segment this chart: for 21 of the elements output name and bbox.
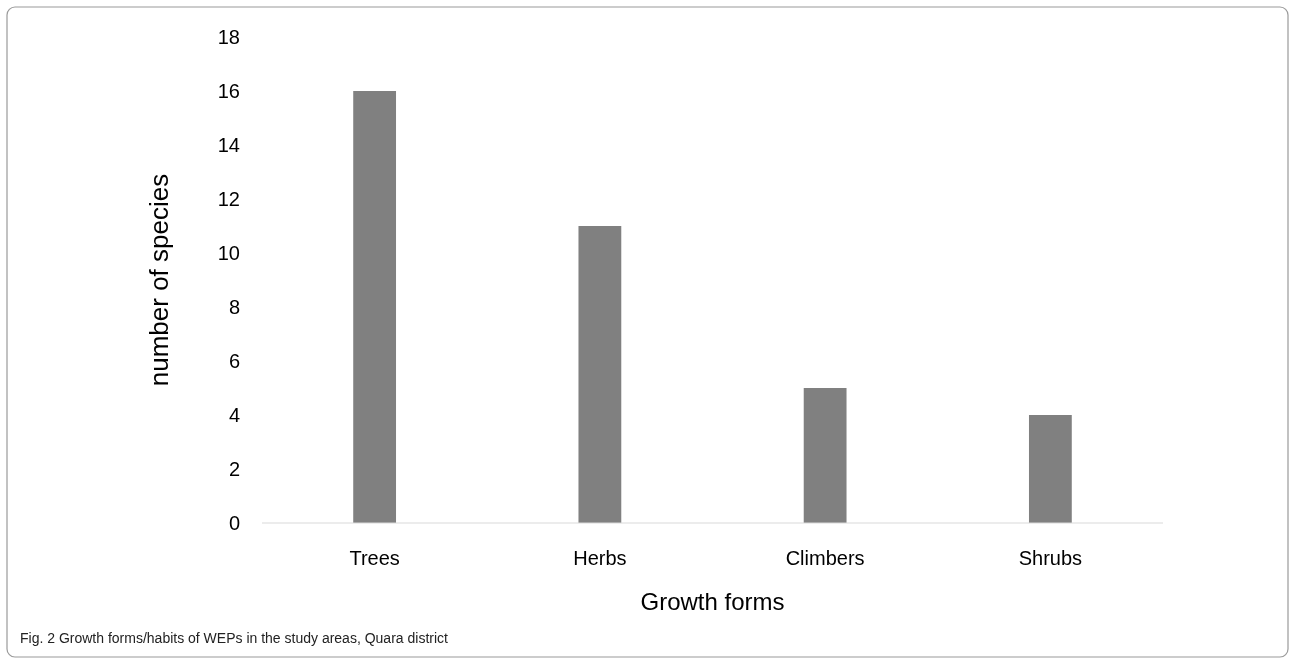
caption: Fig. 2 Growth forms/habits of WEPs in the study areas, Quara district bbox=[20, 630, 449, 646]
y-tick-label: 2 bbox=[228, 457, 240, 480]
x-tick-label: Shrubs bbox=[1018, 547, 1083, 570]
bar bbox=[1028, 415, 1072, 523]
x-tick-label: Climbers bbox=[785, 547, 865, 570]
bar bbox=[803, 388, 847, 523]
y-tick-label: 6 bbox=[228, 349, 240, 372]
bar bbox=[353, 91, 397, 523]
y-tick-label: 10 bbox=[217, 241, 240, 264]
y-tick-label: 0 bbox=[228, 511, 240, 534]
y-tick-label: 14 bbox=[217, 133, 240, 156]
bar bbox=[578, 226, 622, 523]
x-axis-title: Growth forms bbox=[640, 588, 785, 615]
y-tick-label: 12 bbox=[217, 187, 240, 210]
x-tick-label: Herbs bbox=[573, 547, 627, 570]
y-tick-label: 16 bbox=[217, 79, 240, 102]
y-tick-label: 8 bbox=[228, 295, 240, 318]
y-axis-title: number of species bbox=[144, 173, 174, 387]
y-tick-label: 4 bbox=[228, 403, 240, 426]
x-tick-label: Trees bbox=[349, 547, 400, 570]
y-tick-label: 18 bbox=[217, 25, 240, 48]
